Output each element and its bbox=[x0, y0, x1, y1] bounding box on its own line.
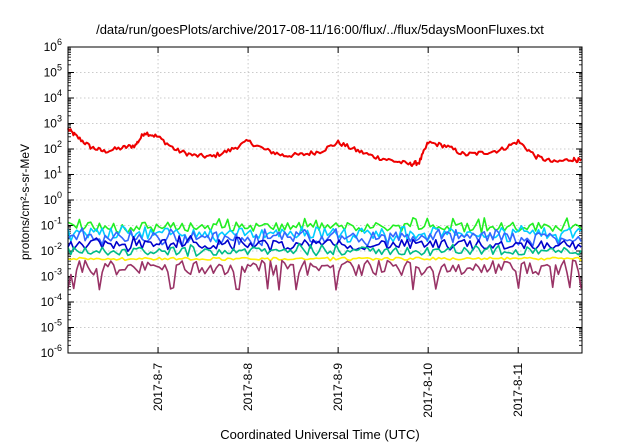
plot-frame bbox=[67, 46, 583, 354]
series-line bbox=[67, 128, 582, 167]
y-tick-label: 102 bbox=[44, 139, 62, 156]
series-line bbox=[67, 242, 582, 257]
y-tick-label: 101 bbox=[44, 165, 62, 182]
y-tick-label: 106 bbox=[44, 37, 62, 54]
x-tick-label: 2017-8-10 bbox=[421, 363, 435, 418]
x-tick-label: 2017-8-7 bbox=[151, 363, 165, 411]
chart-title: /data/run/goesPlots/archive/2017-08-11/1… bbox=[96, 22, 544, 37]
y-tick-label: 10-3 bbox=[41, 267, 62, 284]
y-axis-label: protons/cm²-s-sr-MeV bbox=[18, 143, 32, 260]
y-tick-label: 10-5 bbox=[41, 318, 62, 335]
y-tick-label: 10-4 bbox=[41, 292, 62, 309]
y-tick-label: 103 bbox=[44, 114, 62, 131]
series-line bbox=[67, 225, 582, 244]
y-tick-label: 105 bbox=[44, 63, 62, 80]
series-line bbox=[67, 256, 582, 262]
x-axis-label: Coordinated Universal Time (UTC) bbox=[220, 427, 420, 442]
series-line bbox=[67, 235, 582, 253]
series-line bbox=[67, 259, 582, 291]
y-tick-label: 10-2 bbox=[41, 241, 62, 258]
x-tick-label: 2017-8-9 bbox=[331, 363, 345, 411]
x-tick-label: 2017-8-8 bbox=[241, 363, 255, 411]
y-tick-label: 104 bbox=[44, 88, 62, 105]
y-tick-label: 100 bbox=[44, 190, 62, 207]
x-tick-label: 2017-8-11 bbox=[511, 363, 525, 417]
y-tick-label: 10-1 bbox=[41, 216, 62, 233]
y-tick-label: 10-6 bbox=[41, 343, 62, 360]
